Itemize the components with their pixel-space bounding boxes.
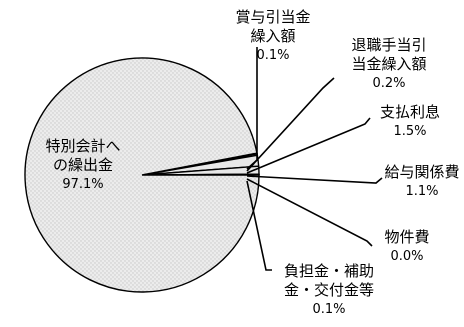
slice-value-label: 1.1% [405,184,439,199]
slice-label-3: 支払利息 1.5% [370,103,450,141]
slice-value-label: 0.0% [390,249,424,264]
slice-label-5: 物件費 0.0% [372,228,442,266]
leader-line-6 [246,180,272,271]
slice-value-label: 0.2% [372,76,406,91]
slice-label-line: 賞与引当金 [235,8,311,26]
slice-label-line: 支払利息 [379,103,440,121]
slice-label-2: 退職手当引 当金繰入額 0.2% [334,36,444,93]
slice-label-0: 特別会計へ の繰出金 97.1% [8,137,158,194]
leader-line-5 [246,178,373,247]
slice-label-line: 特別会計へ [45,137,121,155]
slice-value-label: 0.1% [256,48,290,63]
slice-label-line: 負担金・補助 [283,262,374,280]
slice-label-line: 金・交付金等 [283,281,374,299]
slice-label-line: 給与関係費 [384,163,460,181]
slice-label-4: 給与関係費 1.1% [382,163,462,201]
pie-slice-0 [24,57,260,293]
slice-label-line: 当金繰入額 [351,55,427,73]
slice-value-label: 1.5% [393,124,427,139]
slice-value-label: 0.1% [312,302,346,317]
slice-label-line: 物件費 [384,228,430,246]
slice-label-line: 退職手当引 [351,36,427,54]
leader-line-3 [246,117,371,174]
leader-line-4 [246,175,383,184]
slice-label-line: 繰入額 [250,27,296,45]
slice-value-label: 97.1% [62,177,104,192]
slice-label-6: 負担金・補助 金・交付金等 0.1% [264,262,394,319]
slice-label-1: 賞与引当金 繰入額 0.1% [218,8,328,65]
slice-label-line: の繰出金 [52,156,113,174]
leader-line-2 [246,77,335,172]
